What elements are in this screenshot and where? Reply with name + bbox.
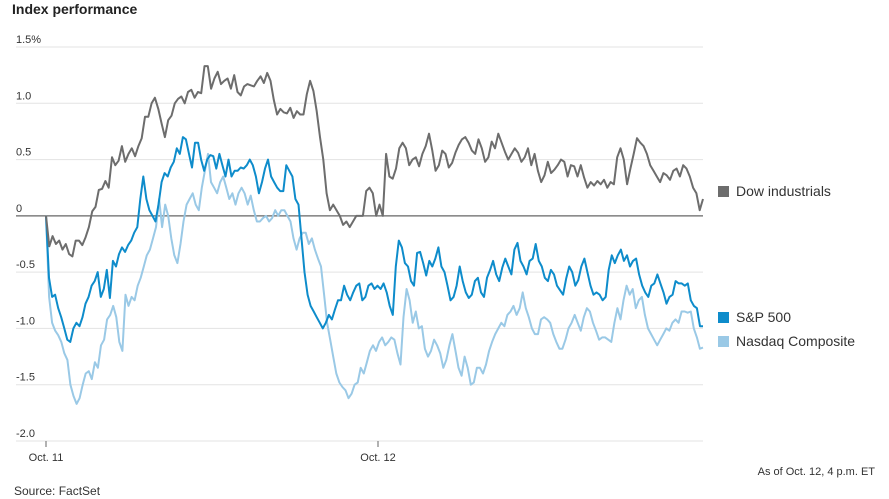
y-tick-label: 0.5 bbox=[16, 147, 31, 159]
x-tick-label: Oct. 11 bbox=[29, 452, 64, 464]
source-note: Source: FactSet bbox=[14, 484, 101, 498]
legend-label: Nasdaq Composite bbox=[736, 333, 855, 349]
series-line bbox=[45, 136, 703, 343]
y-tick-label: -1.5 bbox=[16, 372, 35, 384]
y-tick-label: 0 bbox=[16, 203, 22, 215]
y-tick-label: -0.5 bbox=[16, 259, 35, 271]
y-tick-label: -1.0 bbox=[16, 315, 35, 327]
legend: Dow industrials S&P 500 Nasdaq Composite bbox=[718, 183, 855, 349]
legend-swatch bbox=[718, 186, 729, 197]
series-line bbox=[45, 65, 704, 258]
x-axis: Oct. 11 Oct. 12 bbox=[29, 441, 396, 464]
y-tick-label: 1.5% bbox=[16, 34, 41, 46]
x-tick-label: Oct. 12 bbox=[360, 452, 395, 464]
series-lines bbox=[45, 65, 704, 405]
legend-label: S&P 500 bbox=[736, 309, 791, 325]
timestamp-note: As of Oct. 12, 4 p.m. ET bbox=[757, 466, 875, 478]
y-tick-label: 1.0 bbox=[16, 90, 31, 102]
gridlines bbox=[16, 46, 703, 442]
y-tick-label: -2.0 bbox=[16, 428, 35, 440]
legend-swatch bbox=[718, 336, 729, 347]
chart-title: Index performance bbox=[12, 1, 138, 17]
y-axis-ticks: 1.5% 1.0 0.5 0 -0.5 -1.0 -1.5 -2.0 bbox=[16, 34, 41, 440]
series-line bbox=[45, 152, 704, 405]
line-chart: 1.5%1.00.50-0.5-1.0-1.5-2.0 Oct. 11 Oct. … bbox=[16, 34, 855, 464]
legend-swatch bbox=[718, 312, 729, 323]
legend-label: Dow industrials bbox=[736, 183, 831, 199]
